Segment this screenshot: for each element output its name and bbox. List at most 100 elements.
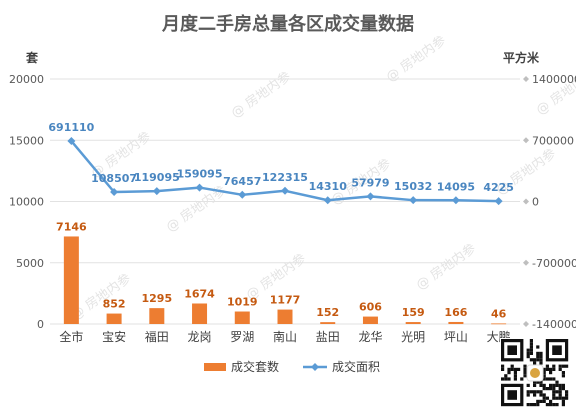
chart-title: 月度二手房总量各区成交量数据 <box>161 13 414 35</box>
qr-module <box>529 342 533 346</box>
qr-module <box>526 351 530 355</box>
qr-module <box>536 403 540 407</box>
qr-module <box>501 367 505 371</box>
qr-module <box>552 396 556 400</box>
qr-module <box>552 403 556 407</box>
right-axis-unit: 平方米 <box>503 50 540 65</box>
qr-module <box>529 351 533 355</box>
qr-module <box>533 383 537 387</box>
qr-module <box>561 396 565 400</box>
qr-module <box>552 390 556 394</box>
bar <box>320 322 336 324</box>
bar-value-label: 606 <box>359 301 382 314</box>
qr-module <box>529 345 533 349</box>
x-tick-label: 龙岗 <box>188 330 212 344</box>
qr-module <box>529 348 533 352</box>
qr-module <box>539 361 543 365</box>
qr-module <box>529 339 533 343</box>
qr-module <box>552 387 556 391</box>
line-value-label: 159095 <box>177 168 223 181</box>
qr-module <box>561 387 565 391</box>
qr-module <box>549 403 553 407</box>
qr-module <box>523 367 527 371</box>
qr-module <box>526 393 530 397</box>
qr-module <box>542 393 546 397</box>
bar <box>149 308 165 324</box>
qr-module <box>552 377 556 381</box>
right-tick-label: -1400000 <box>532 318 576 331</box>
bar-value-label: 46 <box>491 307 507 320</box>
legend-bar-label: 成交套数 <box>231 359 279 374</box>
qr-module <box>529 403 533 407</box>
x-tick-label: 宝安 <box>102 329 126 344</box>
qr-module <box>539 355 543 359</box>
x-tick-label: 盐田 <box>316 330 340 344</box>
qr-module <box>533 358 537 362</box>
qr-module <box>539 399 543 403</box>
qr-module <box>520 377 524 381</box>
legend-bar-swatch <box>204 363 226 371</box>
qr-module <box>539 351 543 355</box>
x-tick-label: 坪山 <box>444 330 468 344</box>
qr-module <box>539 358 543 362</box>
bar <box>362 316 378 324</box>
bar <box>491 323 507 325</box>
qr-module <box>513 371 517 375</box>
qr-module <box>501 364 505 368</box>
line-point <box>110 188 119 197</box>
right-tick-label: 0 <box>532 196 539 209</box>
line-value-label: 15032 <box>394 180 432 193</box>
qr-module <box>552 393 556 397</box>
qr-module <box>558 387 562 391</box>
qr-module <box>561 374 565 378</box>
bar <box>234 311 250 324</box>
right-tick-label: 1400000 <box>532 73 576 86</box>
qr-finder-core <box>552 345 562 355</box>
right-tick-marker <box>523 137 529 144</box>
right-tick-marker <box>523 259 529 266</box>
qr-module <box>558 383 562 387</box>
line-value-label: 691110 <box>48 121 94 134</box>
bar-value-label: 1295 <box>142 292 173 305</box>
watermark-text: @ 房地内参 <box>383 33 449 86</box>
left-tick-label: 20000 <box>9 73 44 86</box>
line-point <box>238 190 247 199</box>
qr-module <box>536 380 540 384</box>
qr-module <box>565 364 569 368</box>
bar-value-label: 152 <box>316 306 339 319</box>
x-tick-label: 龙华 <box>358 330 382 344</box>
qr-module <box>529 358 533 362</box>
qr-module <box>565 396 569 400</box>
qr-module <box>561 403 565 407</box>
right-tick-label: -700000 <box>532 257 576 270</box>
qr-module <box>533 393 537 397</box>
qr-module <box>539 393 543 397</box>
line-point <box>366 192 375 201</box>
qr-module <box>536 399 540 403</box>
qr-module <box>507 367 511 371</box>
qr-module <box>526 348 530 352</box>
qr-module <box>533 403 537 407</box>
qr-code-image <box>500 338 570 408</box>
line-point <box>409 196 418 205</box>
x-tick-label: 罗湖 <box>230 329 254 344</box>
qr-module <box>539 390 543 394</box>
line-point <box>152 187 161 196</box>
bar <box>192 303 208 324</box>
legend-line-marker <box>311 363 319 371</box>
data-labels: 7146 852 1295 1674 1019 1177 152 606 159 166 46 691… <box>48 121 514 320</box>
qr-module <box>536 358 540 362</box>
bar <box>277 309 293 324</box>
qr-module <box>552 383 556 387</box>
axes: 0 5000 10000 15000 20000 -1400000 -700000 0 7000… <box>9 73 576 344</box>
qr-module <box>504 377 508 381</box>
qr-logo-mark <box>530 368 540 378</box>
x-tick-label: 南山 <box>273 329 297 344</box>
qr-module <box>558 367 562 371</box>
watermark-text: @ 房地内参 <box>228 69 294 122</box>
watermark-text: @ 房地内参 <box>413 241 479 294</box>
qr-module <box>545 403 549 407</box>
x-tick-label: 全市 <box>59 329 83 344</box>
qr-module <box>523 364 527 368</box>
qr-module <box>542 383 546 387</box>
